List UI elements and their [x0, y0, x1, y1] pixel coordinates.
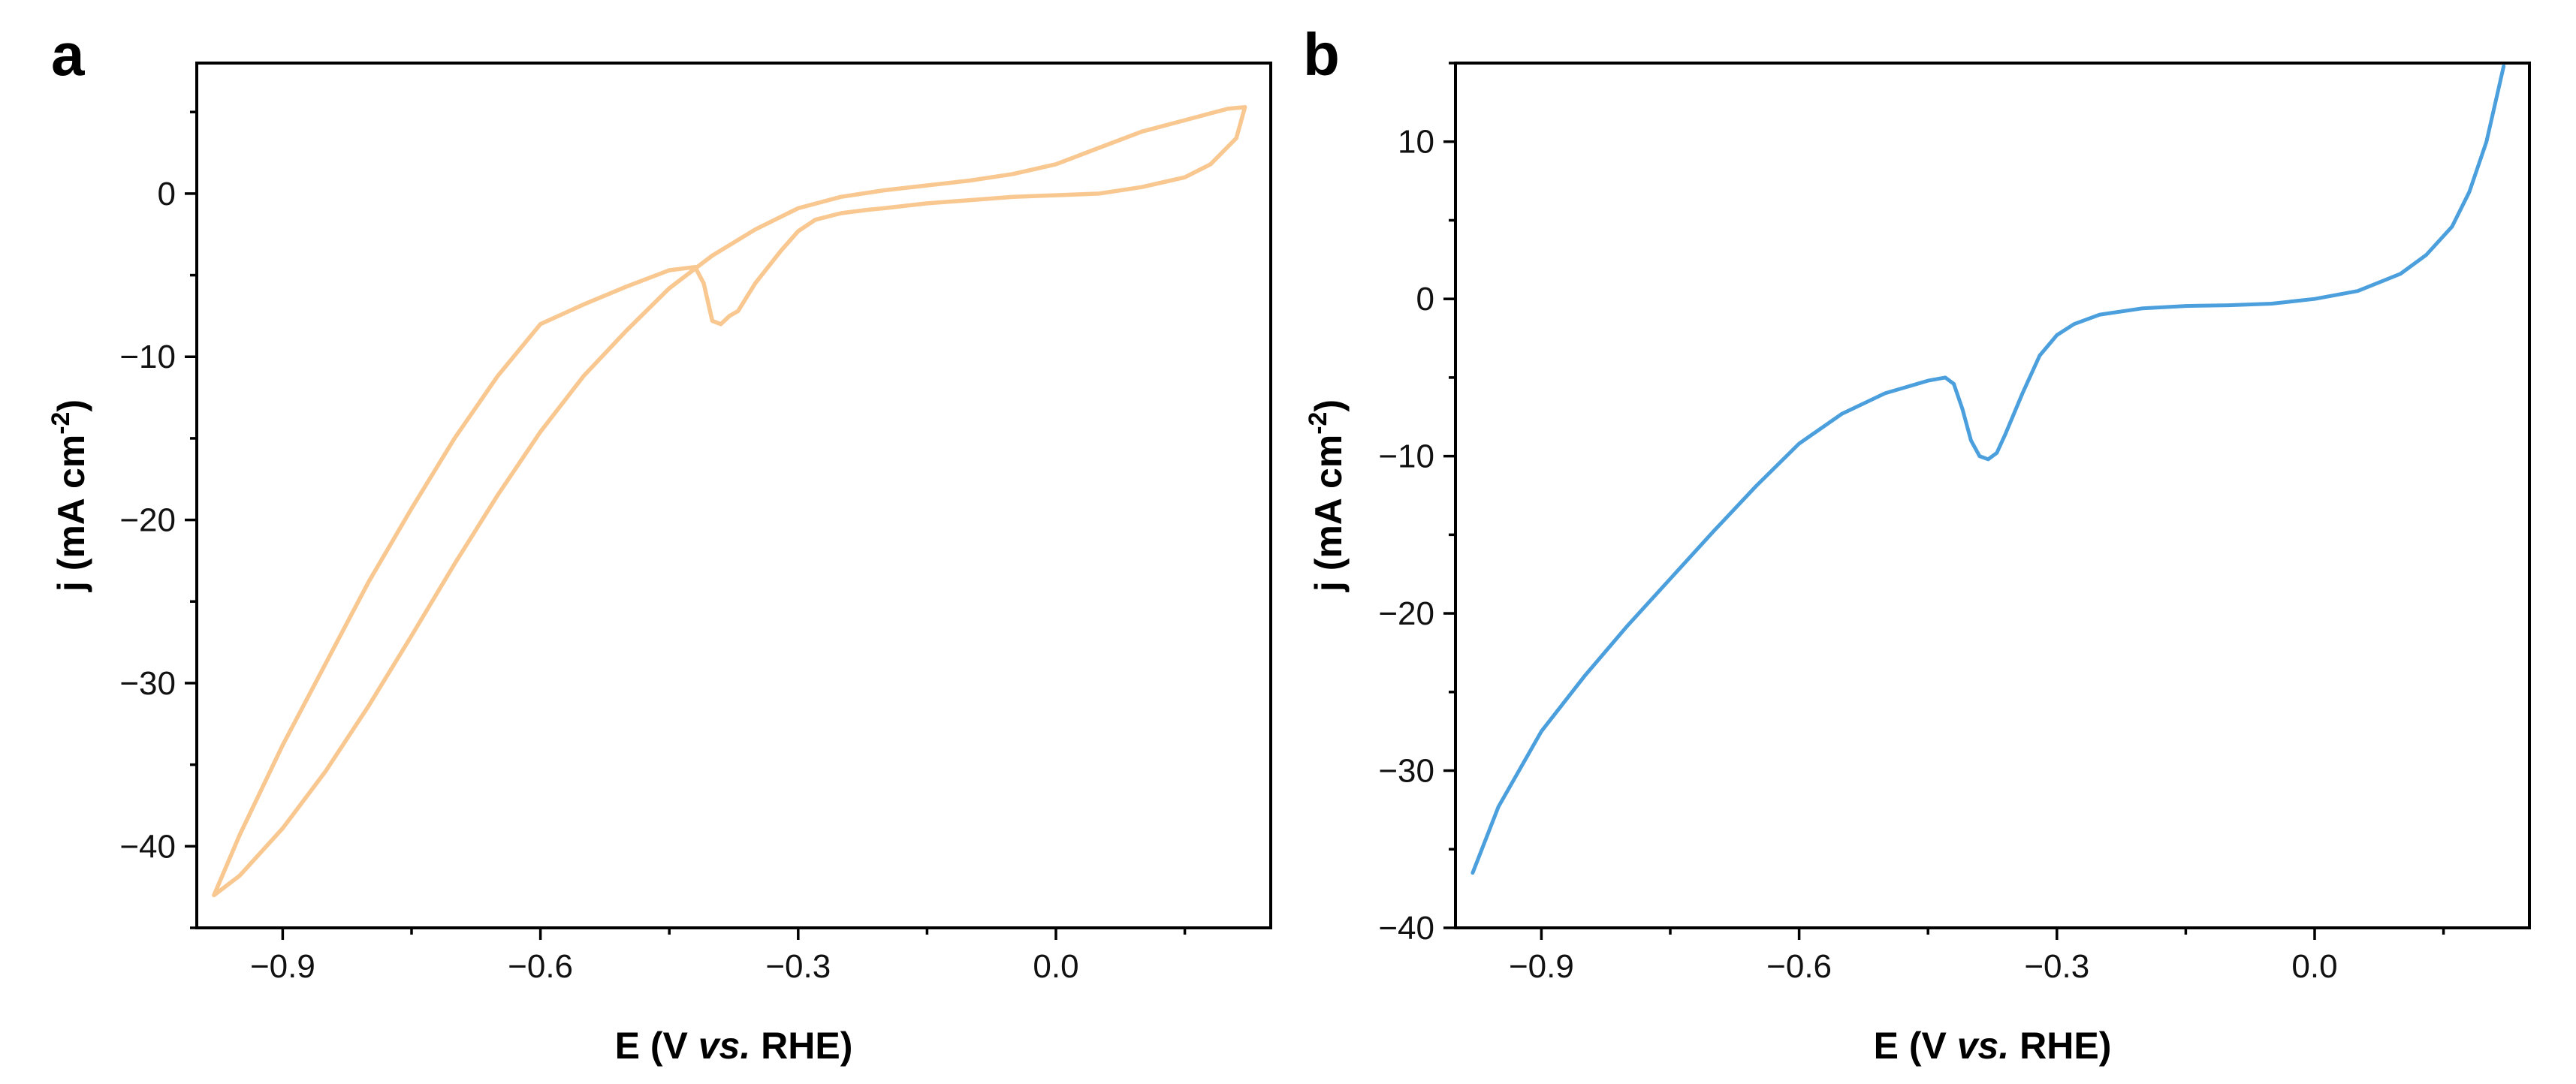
x-tick-label-b: −0.3	[2024, 948, 2089, 985]
ticks-b: −0.9 −0.6 −0.3 0.0 10 0 −10 −20 −30 −40	[1378, 62, 2445, 985]
panel-label-a: a	[51, 21, 85, 88]
y-tick-label-b: −40	[1378, 910, 1434, 947]
panel-b: b −0.9 −0.6 −0.3 0.0 10 0 −10 −20 −30 −40 E (V vs…	[1303, 21, 2531, 1067]
x-tick-label-a: −0.6	[508, 948, 573, 985]
y-tick-label-b: 10	[1398, 124, 1434, 161]
y-tick-label-b: −30	[1378, 753, 1434, 790]
x-axis-label-a: E (V vs. RHE)	[615, 1025, 853, 1067]
x-tick-label-b: −0.9	[1509, 948, 1574, 985]
plot-frame-b	[1454, 62, 2531, 929]
x-tick-label-a: −0.3	[765, 948, 831, 985]
y-tick-label-b: −20	[1378, 595, 1434, 632]
ticks-a: −0.9 −0.6 −0.3 0.0 0 −10 −20 −30 −40	[119, 110, 1187, 985]
y-tick-label-a: 0	[158, 176, 176, 212]
y-axis-label-b: j (mA cm-2)	[1304, 399, 1350, 592]
panel-a: a −0.9 −0.6 −0.3 0.0 0 −10 −20 −30 −40 E (V vs. …	[47, 21, 1272, 1067]
y-tick-label-a: −10	[119, 339, 176, 375]
y-tick-label-b: −10	[1378, 438, 1434, 475]
y-tick-label-a: −20	[119, 502, 176, 539]
plot-frame-a	[195, 62, 1272, 929]
x-tick-label-a: −0.9	[250, 948, 315, 985]
panel-label-b: b	[1303, 21, 1340, 88]
x-tick-label-b: −0.6	[1766, 948, 1832, 985]
x-tick-label-b: 0.0	[2291, 948, 2337, 985]
x-axis-label-b: E (V vs. RHE)	[1874, 1025, 2112, 1067]
y-tick-label-a: −30	[119, 665, 176, 702]
x-tick-label-a: 0.0	[1033, 948, 1078, 985]
series-line-b	[1470, 64, 2506, 875]
series-line-a	[212, 104, 1247, 898]
y-axis-label-a: j (mA cm-2)	[47, 399, 92, 592]
y-tick-label-a: −40	[119, 828, 176, 865]
y-tick-label-b: 0	[1416, 281, 1434, 318]
